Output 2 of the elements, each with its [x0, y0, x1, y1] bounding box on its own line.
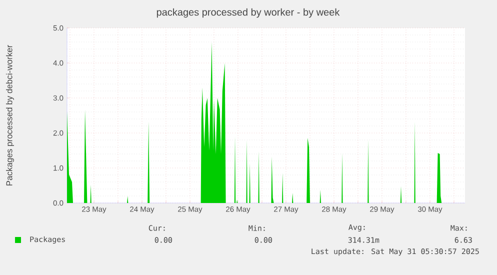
- y-axis-title: Packages processed by debci-worker: [6, 45, 14, 186]
- chart-title: packages processed by worker - by week: [156, 8, 340, 18]
